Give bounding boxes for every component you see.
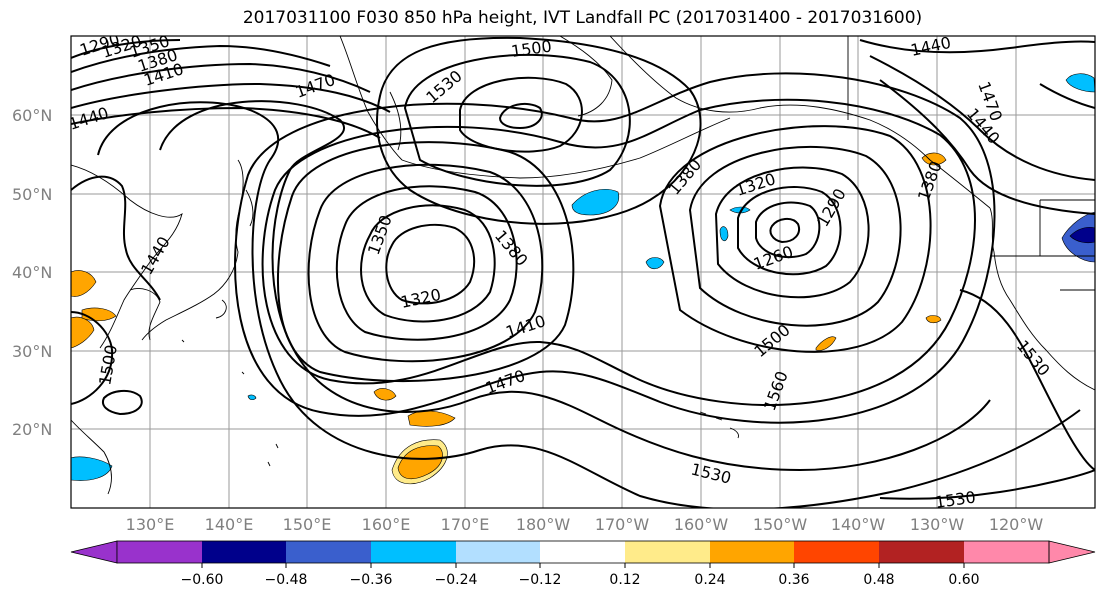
lon-label: 170°W xyxy=(595,515,650,534)
height-contours xyxy=(71,36,1095,508)
ivt-shading xyxy=(71,73,1095,485)
map-title: 2017031100 F030 850 hPa height, IVT Land… xyxy=(242,8,923,28)
map-frame xyxy=(70,35,1096,509)
ivt-patch xyxy=(1069,226,1095,244)
ivt-patch xyxy=(247,394,257,401)
lon-label: 160°E xyxy=(362,515,411,534)
colorbar-tick: −0.48 xyxy=(265,572,308,588)
colorbar-swatch xyxy=(456,541,540,563)
colorbar-swatch xyxy=(625,541,710,563)
colorbar-tick: 0.48 xyxy=(863,572,894,588)
lon-label: 120°W xyxy=(989,515,1044,534)
colorbar-swatch xyxy=(202,541,286,563)
colorbar-swatch xyxy=(286,541,371,563)
colorbar: −0.60 −0.48 −0.36 −0.24 −0.12 0.12 0.24 … xyxy=(70,540,1096,588)
colorbar-tick: −0.36 xyxy=(350,572,393,588)
lon-label: 150°W xyxy=(753,515,808,534)
lon-label: 180°W xyxy=(516,515,571,534)
colorbar-swatch xyxy=(710,541,794,563)
longitude-labels: 130°E 140°E 150°E 160°E 170°E 180°W 170°… xyxy=(126,515,1044,534)
colorbar-swatch xyxy=(879,541,964,563)
lat-label: 50°N xyxy=(12,185,52,204)
ivt-patch xyxy=(71,270,97,297)
lon-label: 170°E xyxy=(441,515,490,534)
lat-label: 40°N xyxy=(12,263,52,282)
contour-label: 1530 xyxy=(934,487,977,511)
colorbar-tick: 0.36 xyxy=(778,572,809,588)
lat-label: 60°N xyxy=(12,106,52,125)
ivt-patch xyxy=(71,456,113,481)
ivt-patch xyxy=(729,206,751,214)
colorbar-tick: 0.24 xyxy=(694,572,725,588)
lon-label: 140°E xyxy=(205,515,254,534)
colorbar-min-extend xyxy=(70,540,118,564)
colorbar-swatch xyxy=(371,541,456,563)
colorbar-swatch xyxy=(794,541,879,563)
latitude-labels: 60°N 50°N 40°N 30°N 20°N xyxy=(12,106,52,439)
colorbar-max-extend xyxy=(1048,540,1096,564)
ivt-patch xyxy=(815,336,837,351)
colorbar-swatch xyxy=(964,541,1049,563)
lat-label: 30°N xyxy=(12,342,52,361)
colorbar-tick: −0.24 xyxy=(435,572,478,588)
ivt-patch xyxy=(571,189,620,216)
ivt-patch xyxy=(921,152,947,166)
lon-label: 160°W xyxy=(674,515,729,534)
lon-label: 150°E xyxy=(283,515,332,534)
ivt-patch xyxy=(71,316,95,349)
colorbar-tick: −0.60 xyxy=(181,572,224,588)
colorbar-swatch xyxy=(117,541,202,563)
ivt-patch xyxy=(645,257,665,270)
ivt-patch xyxy=(397,445,443,480)
lon-label: 130°E xyxy=(126,515,175,534)
ivt-patch xyxy=(719,226,729,242)
lon-label: 130°W xyxy=(910,515,965,534)
colorbar-tick: 0.60 xyxy=(948,572,979,588)
lon-label: 140°W xyxy=(831,515,886,534)
colorbar-tick: −0.12 xyxy=(519,572,562,588)
colorbar-swatch xyxy=(540,541,625,563)
ivt-patch xyxy=(373,388,397,401)
ivt-patch xyxy=(925,315,942,324)
colorbar-tick: 0.12 xyxy=(609,572,640,588)
lat-label: 20°N xyxy=(12,420,52,439)
